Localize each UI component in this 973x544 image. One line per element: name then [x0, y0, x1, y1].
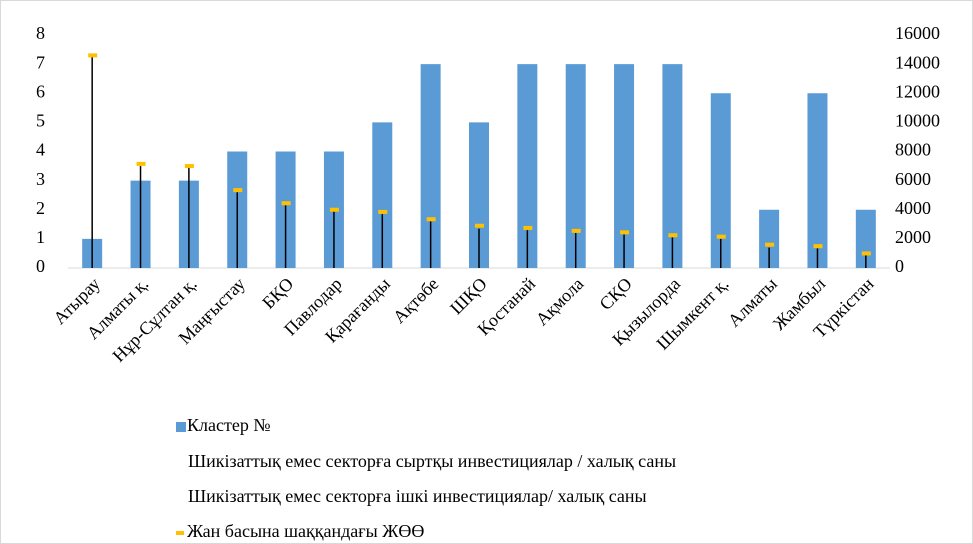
marker	[765, 242, 775, 247]
marker	[813, 244, 823, 249]
y2-tick-label: 2000	[895, 227, 931, 247]
marker	[571, 228, 581, 233]
bar	[614, 64, 635, 268]
y2-tick-label: 12000	[895, 81, 940, 101]
y2-tick-label: 8000	[895, 140, 931, 160]
y-tick-label: 1	[36, 227, 45, 247]
bar	[662, 64, 683, 268]
legend-swatch	[176, 531, 184, 535]
y2-tick-label: 14000	[895, 52, 940, 72]
legend-label: Шикізаттық емес секторға ішкі инвестиция…	[188, 486, 647, 506]
y-tick-label: 0	[36, 256, 45, 276]
marker	[475, 223, 484, 228]
bar	[372, 122, 393, 268]
bar	[565, 64, 586, 268]
marker	[716, 234, 726, 239]
bar	[469, 122, 489, 268]
marker	[620, 230, 630, 235]
y2-tick-label: 10000	[895, 111, 940, 131]
y-tick-label: 3	[36, 169, 45, 189]
legend-label: Кластер №	[187, 415, 271, 435]
marker	[861, 251, 871, 256]
marker	[233, 188, 243, 193]
y2-tick-label: 4000	[895, 198, 931, 218]
bar	[807, 93, 828, 268]
marker	[136, 161, 146, 166]
marker	[184, 164, 194, 169]
marker	[281, 201, 291, 206]
marker	[329, 207, 339, 212]
marker	[378, 209, 388, 214]
bar	[420, 64, 441, 268]
y2-tick-label: 6000	[895, 169, 931, 189]
y2-tick-label: 16000	[895, 23, 940, 43]
legend-label: Жан басына шаққандағы ЖӨӨ	[187, 521, 424, 541]
y-tick-label: 5	[36, 111, 45, 131]
marker	[426, 217, 436, 222]
marker	[668, 233, 678, 238]
bar	[759, 209, 780, 268]
y-tick-label: 7	[36, 52, 45, 72]
marker	[523, 225, 533, 230]
bar	[517, 64, 538, 268]
y-tick-label: 2	[36, 198, 45, 218]
y-tick-label: 4	[36, 140, 45, 160]
y2-tick-label: 0	[895, 256, 904, 276]
bar	[710, 93, 731, 268]
legend-swatch	[176, 422, 186, 432]
y-tick-label: 6	[36, 81, 45, 101]
legend-label: Шикізаттық емес секторға сыртқы инвестиц…	[188, 451, 676, 471]
marker	[88, 53, 98, 58]
y-tick-label: 8	[36, 23, 45, 43]
